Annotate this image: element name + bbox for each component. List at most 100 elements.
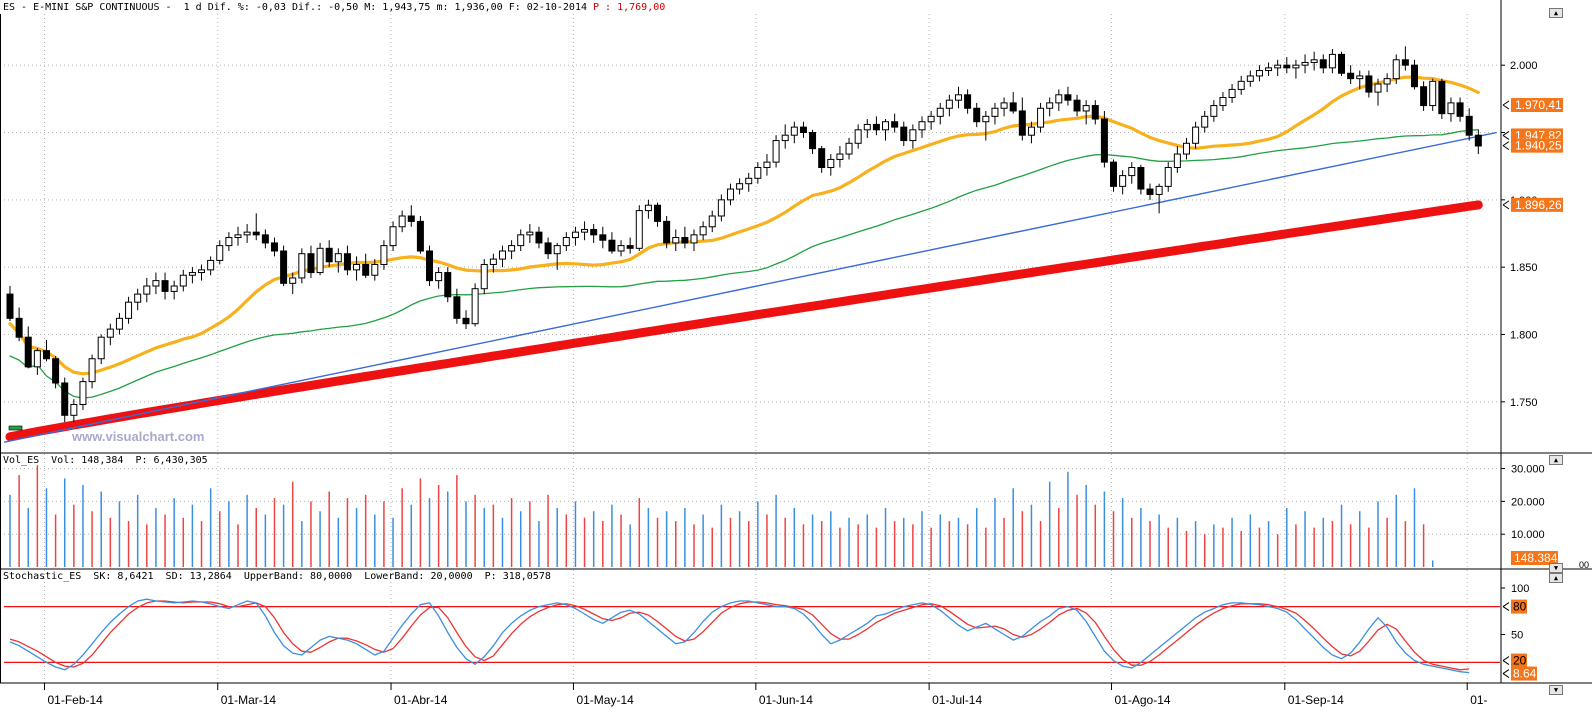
- candle-body: [581, 228, 589, 233]
- candle-body: [1328, 53, 1336, 69]
- moving-average-200: [5, 200, 1483, 442]
- candlestick: [872, 116, 880, 136]
- scroll-up-button-stochastic[interactable]: ▲: [1549, 573, 1563, 583]
- candlestick: [1292, 59, 1300, 79]
- candlestick: [389, 221, 397, 252]
- date-label: 01-Jun-14: [759, 693, 813, 707]
- candle-body: [389, 226, 397, 247]
- candle-body: [407, 215, 415, 222]
- candle-body: [79, 381, 87, 406]
- candle-body: [1283, 64, 1291, 69]
- candlestick: [426, 245, 434, 287]
- candlestick: [371, 259, 379, 281]
- candlestick: [936, 102, 944, 125]
- candle-body: [134, 293, 142, 303]
- candle-body: [188, 272, 196, 276]
- candlestick: [608, 232, 616, 254]
- candle-body: [115, 317, 123, 330]
- candlestick: [480, 259, 488, 295]
- candlestick: [1155, 183, 1163, 214]
- candlestick: [1164, 162, 1172, 192]
- candlestick: [690, 229, 698, 252]
- candle-body: [453, 296, 461, 319]
- candlestick: [809, 129, 817, 155]
- candle-body: [1265, 67, 1273, 72]
- price-panel: www.visualchart.com: [3, 46, 1497, 444]
- candlestick: [1210, 100, 1218, 122]
- candle-body: [790, 126, 798, 136]
- candlestick: [152, 272, 160, 295]
- candlestick: [343, 245, 351, 276]
- candle-body: [772, 140, 780, 163]
- candle-body: [1338, 53, 1346, 74]
- candlestick: [1347, 65, 1355, 85]
- candle-body: [243, 231, 251, 236]
- candle-body: [1474, 134, 1482, 147]
- candlestick: [61, 377, 69, 423]
- candlestick: [42, 339, 50, 362]
- date-label: 01-May-14: [576, 693, 634, 707]
- candlestick: [954, 86, 962, 109]
- candlestick: [188, 267, 196, 284]
- scroll-up-button-volume[interactable]: ▲: [1549, 455, 1563, 465]
- candlestick: [225, 232, 233, 252]
- candle-body: [1082, 105, 1090, 112]
- candle-body: [498, 250, 506, 260]
- candlestick: [790, 121, 798, 144]
- stoch-tag-box: [1511, 666, 1537, 681]
- candle-body: [298, 253, 306, 279]
- candle-body: [927, 115, 935, 123]
- candle-body: [252, 231, 260, 236]
- candle-body: [690, 234, 698, 244]
- price-tick-label: 1.750: [1510, 397, 1538, 409]
- candlestick: [170, 280, 178, 300]
- candle-body: [280, 250, 288, 284]
- stoch-tag-box: [1511, 599, 1527, 614]
- candle-body: [1055, 94, 1063, 104]
- candle-body: [1310, 59, 1318, 63]
- candle-body: [854, 129, 862, 144]
- candlestick: [1000, 97, 1008, 117]
- candlestick: [964, 89, 972, 114]
- watermark-text: www.visualchart.com: [71, 429, 204, 444]
- scroll-down-button-volume[interactable]: ▼: [1549, 563, 1563, 573]
- candle-body: [1429, 80, 1437, 107]
- trend-line: [3, 131, 1497, 443]
- stoch-tick-label: 50: [1511, 630, 1523, 642]
- candlestick: [88, 354, 96, 389]
- candlestick: [1301, 54, 1309, 74]
- candlestick: [918, 116, 926, 138]
- candle-body: [845, 142, 853, 155]
- candlestick: [1055, 89, 1063, 111]
- candlestick: [644, 199, 652, 219]
- candlestick: [1447, 97, 1455, 122]
- volume-extra-label: 00: [1579, 560, 1589, 570]
- candle-body: [809, 132, 817, 150]
- stoch-tag-arrow: [1502, 656, 1510, 665]
- candle-body: [198, 269, 206, 274]
- candle-body: [270, 242, 278, 252]
- candlestick: [1383, 73, 1391, 93]
- candlestick: [1410, 59, 1418, 90]
- date-label: 01-Mar-14: [221, 693, 277, 707]
- candlestick: [1146, 183, 1154, 200]
- candle-body: [216, 245, 224, 261]
- candle-body: [745, 177, 753, 185]
- candlestick: [1201, 110, 1209, 133]
- scroll-up-button-price[interactable]: ▲: [1549, 8, 1563, 18]
- candle-body: [1037, 107, 1045, 128]
- candlestick: [553, 242, 561, 270]
- candle-body: [1392, 59, 1400, 80]
- candle-body: [207, 259, 215, 271]
- scroll-down-button-stochastic[interactable]: ▼: [1549, 685, 1563, 695]
- candle-body: [444, 272, 452, 298]
- stoch-tag-label: 20: [1513, 654, 1527, 668]
- price-tag-label: 1.970,41: [1515, 98, 1562, 112]
- candle-body: [416, 220, 424, 252]
- candle-body: [170, 285, 178, 292]
- candle-body: [33, 350, 41, 368]
- stochastic-sd-line: [9, 600, 1470, 671]
- candlestick: [736, 178, 744, 195]
- candlestick: [307, 245, 315, 278]
- candlestick: [261, 229, 269, 249]
